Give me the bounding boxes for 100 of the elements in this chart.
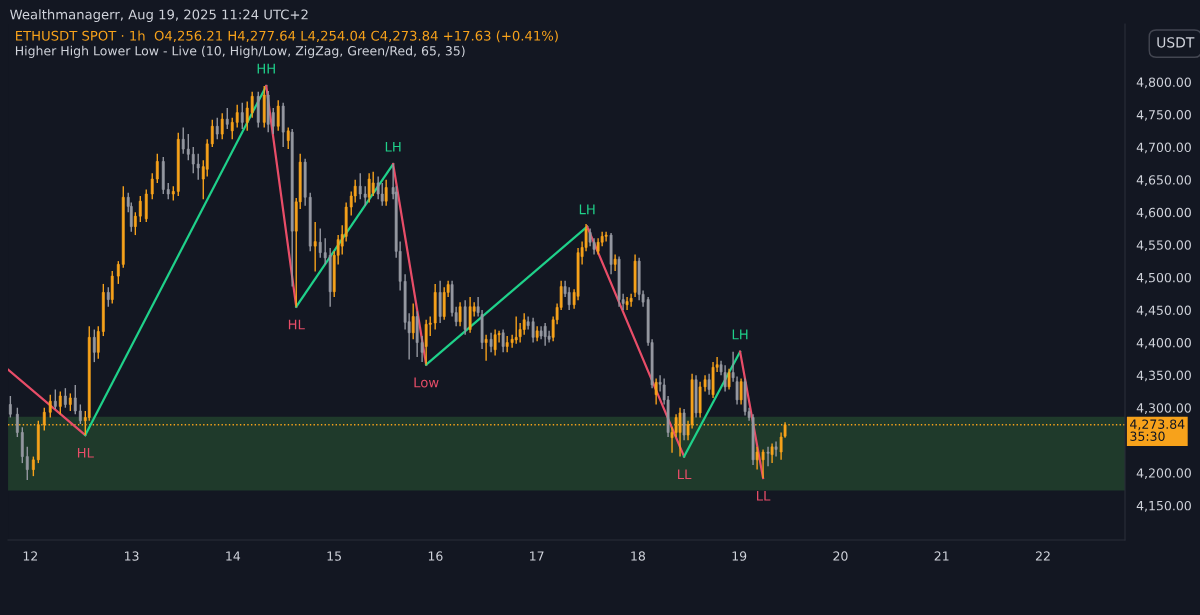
candlestick: [629, 293, 633, 308]
candlestick: [654, 377, 658, 406]
candlestick: [727, 367, 731, 391]
y-tick-label: 4,600.00: [1136, 207, 1191, 219]
candlestick: [215, 117, 219, 140]
candlestick: [367, 172, 371, 204]
x-tick-label: 18: [631, 551, 646, 561]
candlestick: [220, 112, 224, 140]
y-tick-label: 4,400.00: [1136, 338, 1191, 349]
ref-line-label: 4,273.84 35:30: [1130, 419, 1185, 441]
candlestick: [682, 408, 686, 441]
annotation: HH: [257, 63, 275, 74]
candlestick: [468, 296, 472, 334]
y-tick-label: 4,650.00: [1136, 175, 1191, 186]
candlestick: [678, 407, 682, 458]
candlestick: [770, 442, 774, 464]
x-tick-label: 16: [428, 551, 443, 561]
x-tick-label: 19: [732, 551, 747, 561]
x-tick-label: 12: [23, 551, 38, 561]
candlestick: [25, 446, 29, 481]
candlestick: [133, 211, 137, 236]
candlestick: [271, 107, 275, 135]
candlestick: [707, 373, 711, 396]
y-tick-label: 4,150.00: [1136, 500, 1191, 512]
y-tick-label: 4,800.00: [1136, 77, 1191, 89]
y-tick-label: 4,300.00: [1136, 403, 1191, 414]
annotation: LH: [385, 141, 401, 152]
annotation: HL: [288, 319, 305, 330]
text: USDT: [1157, 37, 1195, 48]
candlestick: [380, 182, 384, 207]
candlestick: [458, 301, 462, 327]
y-tick-label: 4,750.00: [1136, 110, 1191, 121]
y-tick-label: 4,550.00: [1136, 240, 1191, 252]
candlestick: [210, 119, 214, 148]
candlestick: [424, 319, 428, 366]
candlestick: [376, 175, 380, 200]
candlestick: [463, 299, 467, 336]
candlestick: [766, 446, 770, 468]
candlestick: [110, 270, 114, 305]
y-tick-label: 4,200.00: [1136, 468, 1191, 480]
candlestick: [489, 332, 493, 354]
candlestick: [63, 387, 67, 409]
candlestick: [78, 403, 82, 425]
text: Higher High Lower Low - Live (10, High/Low, ZigZag, Green/Red, 65, 35): [15, 45, 465, 58]
candlestick: [739, 377, 743, 406]
candlestick: [625, 296, 629, 311]
candlestick: [31, 455, 35, 477]
candlestick: [106, 286, 110, 308]
y-tick-label: 4,700.00: [1136, 142, 1191, 154]
candlestick: [150, 172, 154, 200]
candlestick: [191, 146, 195, 174]
candlestick: [761, 448, 765, 479]
x-tick-label: 22: [1035, 551, 1050, 561]
annotation: HL: [77, 447, 94, 458]
candlestick: [96, 325, 100, 360]
annotation: LH: [732, 329, 748, 340]
annotation: LL: [678, 469, 692, 480]
text: Wealthmanagerr, Aug 19, 2025 11:24 UTC+2: [10, 9, 308, 22]
candlestick: [155, 152, 159, 184]
candlestick: [48, 393, 52, 419]
candlestick: [225, 107, 229, 130]
candlestick: [250, 91, 254, 119]
candlestick: [411, 302, 415, 341]
candlestick: [484, 334, 488, 362]
candlestick: [53, 388, 57, 410]
candlestick: [755, 446, 759, 471]
candlestick: [774, 440, 778, 458]
candlestick: [493, 328, 497, 357]
candlestick: [240, 102, 244, 130]
candlestick: [501, 328, 505, 354]
candlestick: [371, 171, 375, 197]
candlestick: [235, 104, 239, 129]
candlestick: [92, 328, 96, 363]
candlestick: [73, 384, 77, 415]
annotation: LL: [757, 490, 771, 501]
candlestick: [8, 395, 12, 419]
y-tick-label: 4,500.00: [1136, 272, 1191, 284]
y-tick-label: 4,350.00: [1136, 370, 1191, 382]
candlestick: [384, 178, 388, 207]
candlestick: [286, 126, 290, 150]
candlestick: [138, 195, 142, 223]
candlestick: [186, 133, 190, 161]
candlestick: [15, 407, 19, 438]
candlestick: [276, 99, 280, 132]
x-tick-label: 13: [125, 551, 139, 561]
candlestick: [543, 322, 547, 347]
candlestick: [363, 185, 367, 207]
annotation: Low: [414, 377, 439, 388]
candlestick: [58, 390, 62, 415]
candlestick: [196, 152, 200, 181]
candlestick: [313, 221, 317, 273]
annotation: LH: [579, 204, 595, 215]
x-tick-label: 17: [530, 551, 544, 561]
chart-title: ETHUSDT SPOT · 1h O4,256.21 H4,277.64 L4,254.04 C4,273.84 +17.63 (+0.41%): [16, 30, 558, 43]
candlestick: [604, 231, 608, 243]
candlestick: [723, 364, 727, 393]
candlestick: [514, 315, 518, 345]
x-tick-label: 14: [226, 551, 241, 561]
candlestick: [116, 260, 120, 285]
x-tick-label: 15: [327, 551, 341, 561]
